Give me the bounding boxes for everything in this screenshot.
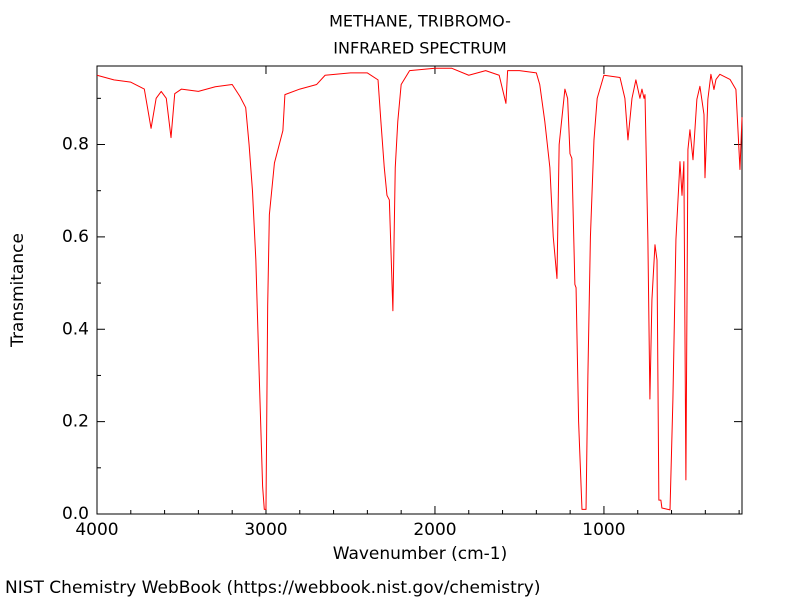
chart-subtitle: INFRARED SPECTRUM (333, 39, 506, 58)
source-note: NIST Chemistry WebBook (https://webbook.… (5, 578, 540, 598)
x-tick-label: 1000 (582, 520, 625, 540)
y-tick-label: 0.0 (62, 504, 89, 524)
chart-title: METHANE, TRIBROMO- (329, 12, 511, 31)
x-tick-label: 4000 (75, 520, 118, 540)
y-tick-label: 0.2 (62, 412, 89, 432)
y-axis-label: Transmitance (8, 233, 28, 348)
y-tick-label: 0.6 (62, 227, 89, 247)
x-tick-label: 2000 (413, 520, 456, 540)
plot-frame (96, 65, 743, 515)
spectrum-line (96, 67, 743, 511)
y-tick-label: 0.8 (62, 135, 89, 155)
y-tick-label: 0.4 (62, 319, 89, 339)
x-tick-label: 3000 (244, 520, 287, 540)
x-axis-label: Wavenumber (cm-1) (333, 544, 508, 564)
